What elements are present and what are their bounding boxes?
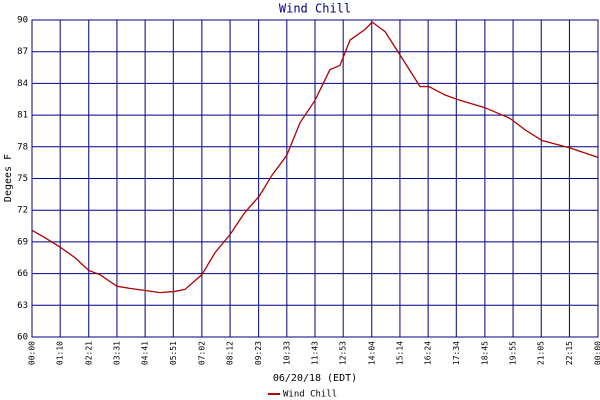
y-tick-label: 63 [17, 301, 28, 311]
x-tick-label: 19:55 [509, 341, 518, 365]
y-tick-label: 66 [17, 269, 28, 279]
legend: Wind Chill [268, 390, 337, 400]
y-tick-label: 60 [17, 333, 28, 343]
x-tick-label: 16:24 [424, 341, 433, 365]
y-tick-label: 81 [17, 111, 28, 121]
x-tick-label: 03:31 [112, 341, 121, 365]
x-tick-label: 05:51 [169, 341, 178, 365]
x-tick-label: 12:53 [339, 341, 348, 365]
y-tick-label: 72 [17, 206, 28, 216]
data-line [31, 21, 599, 294]
x-tick-label: 04:41 [141, 341, 150, 365]
y-tick-label: 90 [17, 16, 28, 26]
y-axis-label: Degees F [3, 154, 14, 202]
x-tick-label: 00:00 [594, 341, 600, 365]
x-tick-label: 10:33 [282, 341, 291, 365]
x-tick-label: 07:02 [197, 341, 206, 365]
y-tick-label: 75 [17, 174, 28, 184]
x-tick-label: 17:34 [452, 341, 461, 365]
y-tick-label: 84 [17, 79, 28, 89]
x-tick-label: 22:15 [565, 341, 574, 365]
x-tick-label: 11:43 [311, 341, 320, 365]
x-axis-label: 06/20/18 (EDT) [273, 373, 357, 384]
x-tick-label: 02:21 [84, 341, 93, 365]
x-tick-label: 00:00 [28, 341, 37, 365]
y-tick-label: 78 [17, 142, 28, 152]
x-tick-label: 14:04 [367, 341, 376, 365]
plot-frame [31, 19, 599, 338]
x-tick-label: 15:14 [395, 341, 404, 365]
x-tick-label: 08:12 [226, 341, 235, 365]
y-tick-label: 87 [17, 47, 28, 57]
chart-title: Wind Chill [279, 2, 351, 16]
x-tick-label: 01:10 [56, 341, 65, 365]
legend-label: Wind Chill [283, 390, 337, 400]
x-tick-label: 21:05 [537, 341, 546, 365]
y-tick-label: 69 [17, 237, 28, 247]
x-tick-label: 09:23 [254, 341, 263, 365]
x-tick-label: 18:45 [480, 341, 489, 365]
